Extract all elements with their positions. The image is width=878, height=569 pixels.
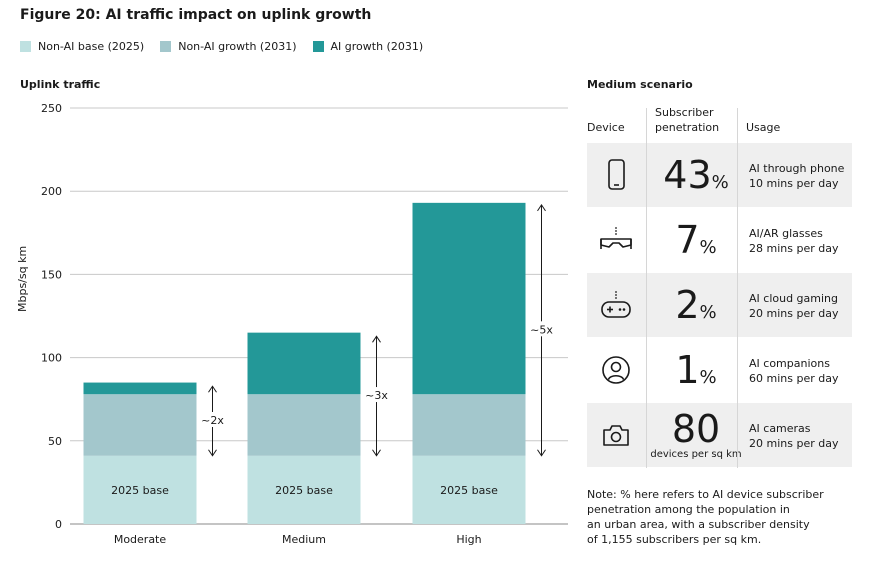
bar-segment <box>247 455 361 524</box>
penetration-unit: % <box>699 302 717 323</box>
ar-glasses-icon <box>600 227 632 249</box>
annotation-arrowhead <box>208 385 217 393</box>
bar-segment <box>247 332 361 395</box>
bar-segment <box>83 455 197 524</box>
column-divider <box>737 108 738 468</box>
penetration-value: 2% <box>675 283 717 327</box>
footnote-line: Note: % here refers to AI device subscri… <box>587 488 824 501</box>
x-tick-label: High <box>456 533 481 546</box>
legend-label-non-ai-base: Non-AI base (2025) <box>38 40 145 53</box>
annotation-arrowhead <box>372 449 381 457</box>
camera-icon <box>603 425 629 446</box>
usage-time: 20 mins per day <box>749 307 839 320</box>
y-tick-label: 250 <box>41 102 62 115</box>
usage-time: 20 mins per day <box>749 437 839 450</box>
usage-name: AI cloud gaming <box>749 292 838 305</box>
column-divider <box>646 108 647 468</box>
annotation-arrowhead <box>208 449 217 457</box>
legend-swatch-non-ai-base <box>20 41 31 52</box>
penetration-unit: % <box>711 172 729 193</box>
penetration-value: 43% <box>663 153 729 197</box>
footnote-line: penetration among the population in <box>587 503 790 516</box>
y-tick-label: 100 <box>41 352 62 365</box>
bar-segment <box>83 394 197 456</box>
x-tick-label: Medium <box>282 533 326 546</box>
penetration-subtext: devices per sq km <box>650 449 742 460</box>
bar-segment <box>412 202 526 395</box>
scenario-row-phone: 43% AI through phone 10 mins per day <box>587 143 852 207</box>
penetration-value: 80 <box>671 407 721 451</box>
bar-label: 2025 base <box>111 484 169 497</box>
scenario-row-ar-glasses: 7% AI/AR glasses 28 mins per day <box>587 208 852 272</box>
game-controller-icon <box>601 291 631 318</box>
scenario-title: Medium scenario <box>587 78 693 91</box>
annotation-arrowhead <box>372 335 381 343</box>
user-companion-icon <box>602 356 630 384</box>
usage-time: 10 mins per day <box>749 177 839 190</box>
bar-label: 2025 base <box>275 484 333 497</box>
usage-time: 60 mins per day <box>749 372 839 385</box>
x-tick-label: Moderate <box>114 533 167 546</box>
annotation-label: ~3x <box>365 389 388 402</box>
annotation-label: ~2x <box>201 414 224 427</box>
footnote-line: an urban area, with a subscriber density <box>587 518 810 531</box>
figure-title: Figure 20: AI traffic impact on uplink g… <box>20 7 372 23</box>
y-tick-label: 200 <box>41 185 62 198</box>
penetration-value: 7% <box>675 218 717 262</box>
penetration-value: 1% <box>675 348 717 392</box>
annotation-arrowhead <box>537 203 546 212</box>
legend-item-non-ai-growth: Non-AI growth (2031) <box>160 40 297 53</box>
annotation-label-bg <box>528 321 555 337</box>
usage-name: AI through phone <box>749 162 845 175</box>
legend-label-non-ai-growth: Non-AI growth (2031) <box>178 40 297 53</box>
y-tick-label: 50 <box>48 435 62 448</box>
usage-name: AI cameras <box>749 422 811 435</box>
chart-title: Uplink traffic <box>20 78 101 91</box>
bar-label: 2025 base <box>440 484 498 497</box>
legend-item-ai-growth: AI growth (2031) <box>312 40 424 53</box>
usage-name: AI companions <box>749 357 830 370</box>
annotation-label: ~5x <box>530 323 553 336</box>
uplink-traffic-chart: 0 50 100 150 200 250 2025 base Moderate ~2x 2025 … <box>41 102 568 546</box>
header-penetration-line1: Subscriber <box>655 106 714 119</box>
legend-swatch-non-ai-growth <box>160 41 172 52</box>
usage-time: 28 mins per day <box>749 242 839 255</box>
header-usage: Usage <box>746 121 781 134</box>
y-tick-label: 0 <box>55 518 62 531</box>
bar-segment <box>83 382 197 395</box>
annotation-arrowhead <box>537 449 546 457</box>
footnote: Note: % here refers to AI device subscri… <box>587 487 857 547</box>
penetration-unit: % <box>699 367 717 388</box>
legend-swatch-ai-growth <box>312 41 324 52</box>
legend-label-ai-growth: AI growth (2031) <box>330 40 424 53</box>
header-penetration-line2: penetration <box>655 121 720 134</box>
footnote-line: of 1,155 subscribers per sq km. <box>587 533 762 546</box>
bar-segment <box>412 394 526 456</box>
scenario-row-companions: 1% AI companions 60 mins per day <box>587 338 852 402</box>
scenario-row-cloud-gaming: 2% AI cloud gaming 20 mins per day <box>587 273 852 337</box>
phone-icon <box>608 159 625 190</box>
legend-item-non-ai-base: Non-AI base (2025) <box>20 40 144 53</box>
annotation-label-bg <box>363 387 390 403</box>
scenario-row-cameras: 80 devices per sq km AI cameras 20 mins … <box>587 403 852 467</box>
annotation-label-bg <box>199 412 226 427</box>
bar-segment <box>412 455 526 524</box>
header-device: Device <box>587 121 625 134</box>
bar-segment <box>247 394 361 456</box>
legend: Non-AI base (2025) Non-AI growth (2031) … <box>20 40 439 53</box>
usage-name: AI/AR glasses <box>749 227 823 240</box>
y-tick-label: 150 <box>41 268 62 281</box>
penetration-unit: % <box>699 237 717 258</box>
